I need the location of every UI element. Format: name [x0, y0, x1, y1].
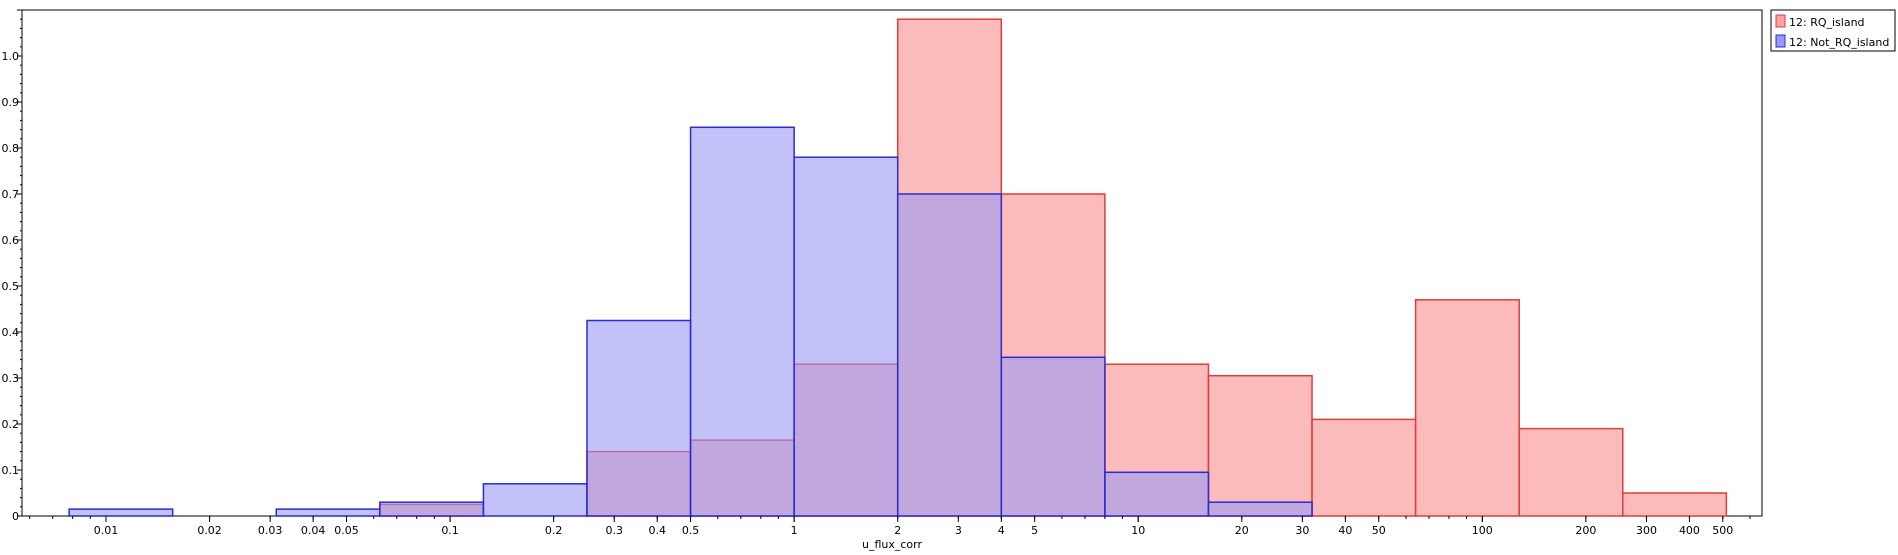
x-tick-label: 200 [1575, 524, 1596, 537]
x-tick-label: 3 [955, 524, 962, 537]
bar-not-rq-island-bin-9 [1000, 356, 1106, 517]
x-tick-label: 0.5 [682, 524, 700, 537]
legend: 12: RQ_island 12: Not_RQ_island [1770, 9, 1896, 52]
bar-not-rq-island-bin-0 [68, 508, 174, 517]
x-tick-label: 20 [1235, 524, 1249, 537]
bar-not-rq-island-bin-2 [275, 508, 381, 517]
x-tick-label: 10 [1131, 524, 1145, 537]
y-tick-label: 0.7 [2, 188, 20, 201]
x-tick-label: 0.4 [648, 524, 666, 537]
y-tick-label: 0.1 [2, 464, 20, 477]
x-tick-label: 5 [1031, 524, 1038, 537]
y-tick-label: 0.9 [2, 96, 20, 109]
legend-label-not-rq-island: 12: Not_RQ_island [1789, 36, 1889, 49]
y-tick-label: 0.5 [2, 280, 20, 293]
x-tick-label: 0.02 [197, 524, 222, 537]
bar-not-rq-island-bin-8 [896, 193, 1003, 517]
x-tick-label: 30 [1295, 524, 1309, 537]
x-tick-label: 50 [1372, 524, 1386, 537]
bar-not-rq-island-bin-7 [793, 156, 899, 517]
bar-rq-island-bin-13 [1414, 299, 1520, 517]
bar-not-rq-island-bin-3 [379, 501, 485, 517]
x-tick-label: 0.01 [94, 524, 119, 537]
x-axis: 0.01 0.02 0.03 0.04 0.05 0.1 0.2 0.3 0.4 0.5 1 2 3 4 5… [29, 516, 1751, 537]
x-tick-label: 2 [894, 524, 901, 537]
x-tick-label: 0.04 [301, 524, 326, 537]
x-tick-label: 0.05 [334, 524, 359, 537]
y-tick-label: 0 [12, 510, 19, 523]
legend-swatch-not-rq-island [1775, 34, 1786, 48]
y-axis: 0 0.1 0.2 0.3 0.4 0.5 0.6 0.7 0.8 0.9 1.0 [2, 9, 22, 523]
x-axis-title: u_flux_corr [862, 538, 922, 551]
x-tick-label: 1 [791, 524, 798, 537]
bar-not-rq-island-bin-10 [1104, 471, 1210, 517]
legend-swatch-rq-island [1775, 14, 1786, 28]
bar-rq-island-bin-15 [1622, 492, 1728, 517]
x-tick-label: 0.03 [258, 524, 283, 537]
x-tick-label: 4 [998, 524, 1005, 537]
x-tick-label: 500 [1712, 524, 1733, 537]
x-tick-label: 400 [1679, 524, 1700, 537]
x-tick-label: 300 [1636, 524, 1657, 537]
bar-rq-island-bin-14 [1518, 427, 1624, 517]
y-tick-label: 1.0 [2, 50, 20, 63]
bar-not-rq-island-bin-4 [482, 483, 588, 517]
x-tick-label: 0.2 [545, 524, 563, 537]
x-tick-label: 0.3 [605, 524, 623, 537]
y-tick-label: 0.2 [2, 418, 20, 431]
y-tick-label: 0.3 [2, 372, 20, 385]
legend-frame [1770, 9, 1896, 52]
x-tick-label: 100 [1472, 524, 1493, 537]
y-tick-label: 0.8 [2, 142, 20, 155]
bar-not-rq-island-bin-11 [1207, 501, 1313, 517]
legend-label-rq-island: 12: RQ_island [1789, 16, 1865, 29]
y-tick-label: 0.6 [2, 234, 20, 247]
y-tick-label: 0.4 [2, 326, 20, 339]
x-tick-label: 0.1 [441, 524, 459, 537]
x-tick-label: 40 [1338, 524, 1352, 537]
bar-not-rq-island-bin-6 [689, 126, 795, 517]
bar-rq-island-bin-11 [1207, 374, 1313, 517]
bar-rq-island-bin-12 [1311, 418, 1417, 517]
bar-not-rq-island-bin-5 [586, 319, 692, 517]
series-not-rq-island-bars [68, 126, 1313, 517]
